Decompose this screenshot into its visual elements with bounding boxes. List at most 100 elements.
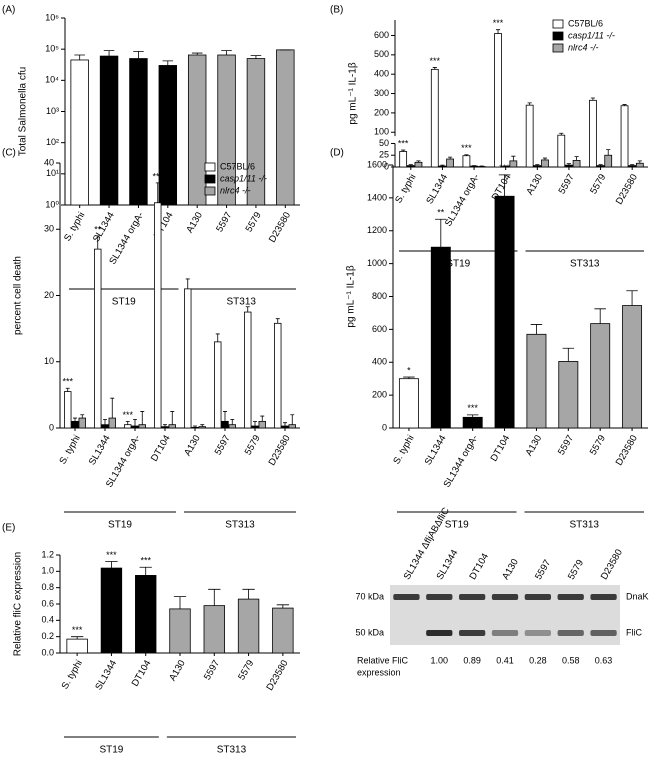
error-bar xyxy=(173,596,187,609)
error-bar xyxy=(103,50,115,57)
significance: ** xyxy=(94,224,102,234)
y-tick-label: 200 xyxy=(374,107,389,117)
bar xyxy=(198,426,206,429)
error-bar xyxy=(275,318,280,324)
x-tick-label: DT104 xyxy=(130,658,154,688)
error-bar xyxy=(440,164,445,167)
error-bar xyxy=(566,163,572,166)
x-tick-label: A130 xyxy=(184,210,205,235)
bar xyxy=(221,420,229,429)
marker-label: 70 kDa xyxy=(355,591,384,601)
y-tick-label: 0.8 xyxy=(41,582,54,592)
value-label: 0.89 xyxy=(463,655,481,665)
bar xyxy=(526,333,547,429)
error-bar xyxy=(193,425,197,428)
significance: *** xyxy=(106,550,117,560)
bar xyxy=(131,425,139,429)
bar xyxy=(604,154,613,168)
bar xyxy=(169,608,191,654)
error-bar xyxy=(110,397,115,419)
group-label: ST313 xyxy=(225,520,255,531)
bar xyxy=(101,424,109,429)
x-tick-label: D23580 xyxy=(614,433,640,467)
x-tick-label: DT104 xyxy=(489,433,513,463)
error-bar xyxy=(622,104,627,106)
error-bar xyxy=(574,156,579,161)
legend-label: casp1/11 -/- xyxy=(220,173,267,183)
error-bar xyxy=(416,160,421,163)
bar xyxy=(124,424,132,429)
error-bar xyxy=(559,132,564,136)
bar xyxy=(470,165,478,168)
bar xyxy=(138,424,146,429)
error-bar xyxy=(185,278,190,289)
bar xyxy=(168,424,176,429)
significance: *** xyxy=(140,556,151,566)
x-tick-label: A130 xyxy=(524,433,545,458)
x-tick-label: 5579 xyxy=(243,433,263,457)
lane-label: A130 xyxy=(500,557,521,582)
value-title: expression xyxy=(357,667,401,677)
legend-label: C57BL/6 xyxy=(568,18,603,28)
y-tick-label: 1000 xyxy=(367,258,387,268)
flic-band xyxy=(426,630,453,636)
significance: *** xyxy=(72,625,83,635)
band-label: DnaK xyxy=(626,591,649,601)
x-tick-label: SL1344 xyxy=(87,433,113,467)
bar xyxy=(258,420,266,429)
bar xyxy=(66,638,88,654)
y-tick-label: 50 xyxy=(379,138,389,148)
value-label: 0.58 xyxy=(562,655,580,665)
error-bar xyxy=(606,149,611,156)
bar xyxy=(620,105,629,168)
error-bar xyxy=(495,29,501,34)
x-tick-label: D23580 xyxy=(267,433,293,467)
significance: *** xyxy=(499,163,510,173)
error-bar xyxy=(598,164,603,166)
legend-swatch xyxy=(204,162,216,172)
error-bar xyxy=(408,164,413,166)
flic-band xyxy=(590,630,617,636)
significance: * xyxy=(407,365,411,375)
x-tick-label: 5597 xyxy=(214,210,234,234)
bar xyxy=(541,159,549,168)
lane-label: DT104 xyxy=(467,552,491,582)
bar xyxy=(446,158,454,168)
y-tick-label: 25 xyxy=(379,150,389,160)
error-bar xyxy=(125,420,130,425)
significance: ** xyxy=(437,208,445,218)
bar xyxy=(244,311,252,429)
bar xyxy=(565,164,573,168)
dnak-band xyxy=(426,594,453,600)
error-bar xyxy=(498,174,511,197)
significance: *** xyxy=(152,171,163,181)
legend-label: casp1/11 -/- xyxy=(568,30,615,40)
bar xyxy=(203,605,225,654)
bar xyxy=(438,165,447,168)
error-bar xyxy=(448,156,453,160)
bar xyxy=(622,305,643,429)
legend-swatch xyxy=(204,186,216,196)
y-tick-label: 0 xyxy=(384,161,389,171)
error-bar xyxy=(70,636,84,640)
error-bar xyxy=(242,588,255,600)
error-bar xyxy=(208,588,221,606)
group-label: ST19 xyxy=(112,297,136,308)
error-bar xyxy=(245,306,250,313)
significance: *** xyxy=(430,56,441,66)
significance: *** xyxy=(461,143,472,153)
y-tick-label: 600 xyxy=(372,324,387,334)
dnak-band xyxy=(459,594,486,600)
y-tick-label: 10 xyxy=(44,356,54,366)
x-tick-label: DT104 xyxy=(149,433,173,463)
bar xyxy=(191,426,199,429)
panel-label: (A) xyxy=(2,5,15,16)
bar xyxy=(184,288,192,429)
flic-band xyxy=(557,630,584,636)
error-bar xyxy=(95,235,100,250)
bar xyxy=(70,59,89,206)
flic-band xyxy=(459,630,486,636)
flic-band xyxy=(524,630,551,636)
x-tick-label: 5579 xyxy=(588,172,608,196)
panel-label: (D) xyxy=(330,148,344,159)
